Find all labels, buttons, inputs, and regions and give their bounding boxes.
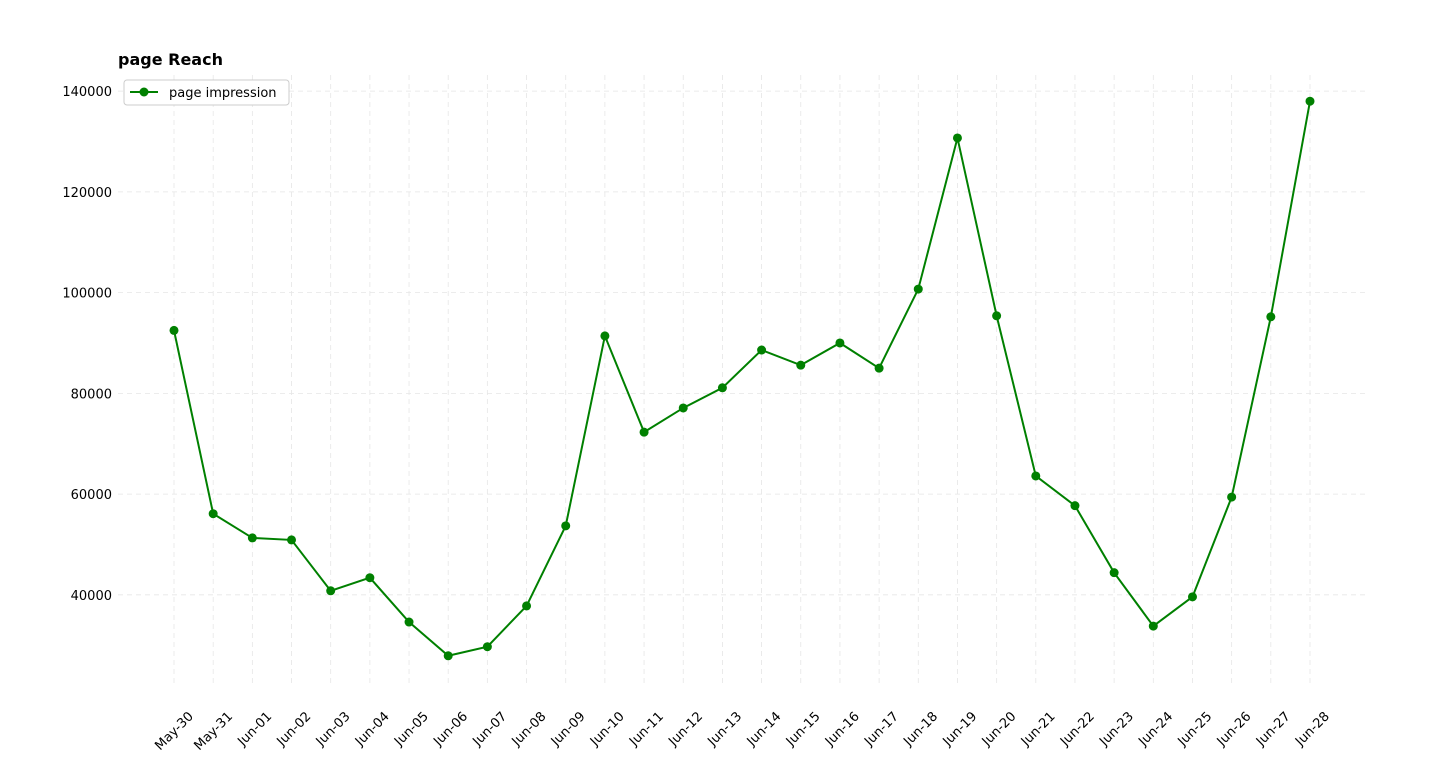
point [757, 345, 767, 355]
point [678, 403, 688, 413]
y-tick-label: 120000 [62, 186, 112, 201]
point [1031, 471, 1041, 481]
point [874, 363, 884, 373]
legend: page impression [123, 79, 290, 106]
point [443, 651, 453, 661]
y-tick-label: 40000 [71, 589, 112, 604]
point [835, 338, 845, 348]
point [208, 509, 218, 519]
x-tick-label: Jun-21 [1018, 709, 1059, 750]
x-tick-label: Jun-20 [979, 709, 1020, 750]
x-tick-label: Jun-14 [744, 709, 785, 750]
x-tick-label: Jun-16 [822, 709, 863, 750]
point [952, 133, 962, 143]
chart-title: page Reach [118, 50, 223, 69]
point [561, 521, 571, 531]
point [287, 535, 297, 545]
x-tick-label: Jun-18 [900, 709, 941, 750]
line [173, 101, 1311, 657]
point [326, 586, 336, 596]
x-tick-label: Jun-11 [626, 709, 667, 750]
x-tick-label: Jun-23 [1096, 709, 1137, 750]
x-tick-label: Jun-28 [1292, 709, 1333, 750]
point [796, 360, 806, 370]
x-tick-label: Jun-26 [1214, 709, 1255, 750]
point [717, 383, 727, 393]
point [1148, 621, 1158, 631]
point [1227, 492, 1237, 502]
x-tick-label: Jun-22 [1057, 709, 1098, 750]
x-tick-label: Jun-12 [665, 709, 706, 750]
point [365, 573, 375, 583]
x-tick-label: Jun-06 [430, 709, 471, 750]
point [639, 427, 649, 437]
x-tick-label: Jun-08 [509, 709, 550, 750]
x-tick-label: Jun-17 [861, 709, 902, 750]
point [600, 331, 610, 341]
x-tick-label: Jun-04 [352, 709, 393, 750]
y-tick-label: 140000 [62, 85, 112, 100]
x-tick-label: Jun-15 [783, 709, 824, 750]
legend-marker [139, 87, 149, 97]
x-tick-label: Jun-10 [587, 709, 628, 750]
y-tick-label: 80000 [71, 387, 112, 402]
point [1070, 501, 1080, 511]
x-tick-label: Jun-13 [705, 709, 746, 750]
point [247, 533, 257, 543]
x-tick-label: Jun-05 [391, 709, 432, 750]
y-tick-label: 100000 [62, 287, 112, 302]
x-tick-label: Jun-09 [548, 709, 589, 750]
point [1109, 568, 1119, 578]
legend-box [123, 79, 290, 106]
point [522, 601, 532, 611]
point [1266, 312, 1276, 322]
x-tick-label: Jun-27 [1253, 709, 1294, 750]
point [404, 617, 414, 627]
x-tick-label: Jun-01 [234, 709, 275, 750]
point [1187, 592, 1197, 602]
x-tick-label: May-31 [192, 709, 236, 753]
point [169, 325, 179, 335]
x-tick-label: Jun-25 [1175, 709, 1216, 750]
y-tick-label: 60000 [71, 488, 112, 503]
point [992, 311, 1002, 321]
point [482, 642, 492, 652]
x-tick-label: May-30 [152, 709, 196, 753]
legend-label: page impression [169, 86, 277, 101]
x-tick-label: Jun-03 [313, 709, 354, 750]
x-tick-label: Jun-19 [940, 709, 981, 750]
point [913, 284, 923, 294]
x-tick-label: Jun-24 [1135, 709, 1176, 750]
x-tick-label: Jun-07 [470, 709, 511, 750]
point [1305, 96, 1315, 106]
x-tick-label: Jun-02 [274, 709, 315, 750]
